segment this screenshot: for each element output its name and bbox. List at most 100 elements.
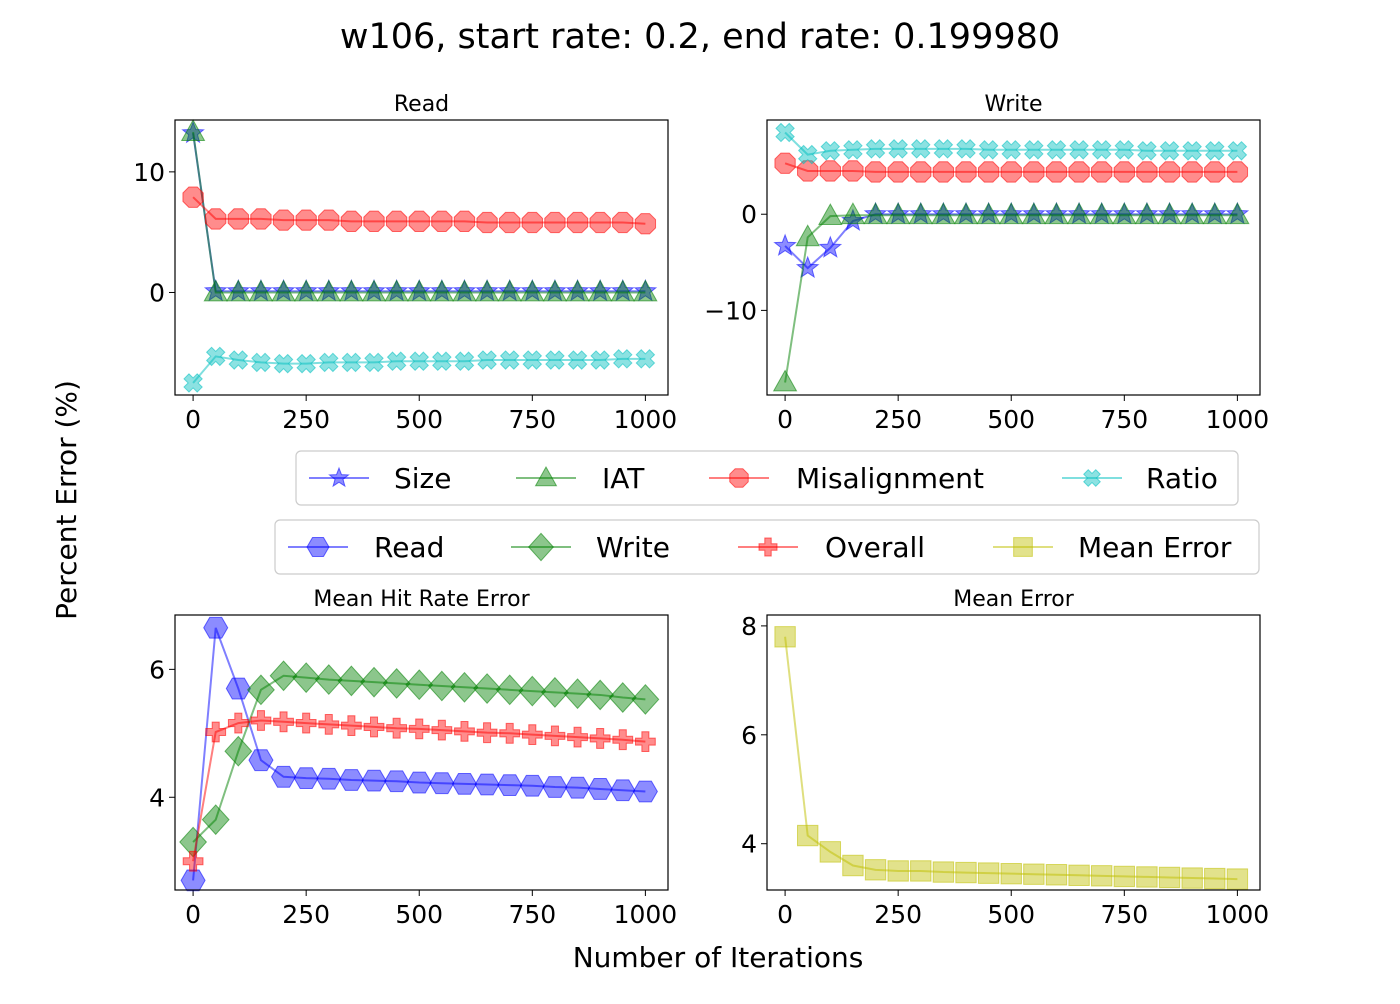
data-point: [1227, 140, 1248, 161]
data-point: [1202, 201, 1227, 225]
data-point: [294, 278, 318, 302]
series-iat: [772, 202, 1250, 392]
data-point: [520, 278, 545, 302]
data-point: [954, 201, 978, 225]
data-point: [818, 235, 843, 258]
y-tick-label: 10: [133, 158, 165, 187]
data-point: [361, 769, 387, 792]
data-point: [519, 774, 545, 797]
series-line: [192, 133, 646, 293]
data-point: [840, 202, 866, 225]
x-tick-label: 750: [1100, 405, 1148, 434]
x-tick-label: 250: [282, 900, 330, 929]
data-point: [772, 369, 798, 392]
legend-entry-misalignment: Misalignment: [709, 462, 984, 495]
data-point: [228, 350, 249, 370]
x-tick-label: 0: [185, 405, 201, 434]
x-tick-label: 0: [777, 900, 793, 929]
data-point: [819, 841, 842, 863]
axes-frame: [174, 119, 669, 396]
data-point: [1045, 161, 1068, 183]
data-point: [361, 279, 387, 302]
data-point: [226, 279, 251, 302]
series-line: [784, 162, 1238, 173]
series-iat: [180, 119, 658, 302]
data-point: [955, 161, 977, 183]
data-point: [1180, 201, 1204, 225]
plot-mean-error: Mean Error 0 250 500 750 1000 4 6 8: [741, 587, 1269, 929]
legend-marker: [534, 465, 558, 487]
data-point: [453, 210, 476, 232]
plots-layer: Read 0 250 500 750 1000 0 10 Write 0 250 500 750 1000…: [133, 92, 1269, 929]
data-point: [520, 279, 545, 302]
data-point: [908, 202, 934, 225]
data-point: [633, 278, 658, 302]
data-point: [407, 278, 432, 302]
data-point: [1068, 161, 1090, 183]
data-point: [293, 767, 319, 789]
data-point: [432, 351, 452, 372]
data-point: [408, 210, 430, 232]
data-point: [340, 210, 363, 232]
data-point: [587, 279, 613, 302]
data-point: [910, 139, 931, 159]
data-point: [586, 679, 615, 711]
data-point: [1067, 201, 1091, 225]
data-point: [931, 201, 956, 225]
data-point: [566, 211, 589, 234]
series-ratio: [183, 346, 656, 393]
data-point: [499, 211, 521, 234]
data-point: [385, 210, 408, 232]
data-point: [1136, 866, 1158, 888]
series-line: [192, 674, 646, 843]
data-point: [863, 202, 888, 225]
plot-write: Write 0 250 500 750 1000 −10 0: [704, 92, 1269, 434]
legend-label: Read: [374, 531, 444, 564]
data-point: [543, 278, 567, 302]
data-point: [977, 862, 1000, 884]
data-point: [271, 279, 296, 302]
data-point: [1091, 140, 1112, 160]
legend-entry-size: Size: [309, 462, 451, 495]
data-point: [1113, 865, 1136, 888]
y-tick-label: −10: [704, 296, 757, 325]
data-point: [1204, 140, 1225, 161]
data-point: [610, 279, 636, 302]
series-mean-error: [774, 626, 1249, 890]
data-point: [316, 278, 341, 302]
data-point: [634, 213, 657, 235]
data-point: [956, 139, 976, 159]
data-point: [384, 279, 409, 302]
series-line: [192, 131, 646, 294]
data-point: [955, 861, 977, 884]
data-point: [1091, 865, 1113, 887]
data-point: [1089, 202, 1114, 225]
data-point: [182, 850, 204, 872]
data-point: [250, 208, 272, 230]
data-point: [1046, 140, 1067, 160]
data-point: [612, 349, 633, 369]
data-point: [910, 161, 932, 183]
data-point: [477, 350, 497, 370]
data-point: [589, 211, 611, 234]
data-point: [953, 202, 979, 225]
data-point: [406, 279, 432, 302]
data-point: [495, 674, 524, 706]
data-point: [429, 772, 455, 795]
data-point: [180, 869, 206, 892]
y-tick-label: 6: [741, 721, 757, 750]
legend-entry-ratio: Ratio: [1062, 462, 1218, 495]
panel-title: Write: [984, 92, 1042, 117]
data-point: [295, 712, 317, 734]
series-line: [192, 627, 646, 881]
data-point: [774, 152, 796, 174]
data-point: [885, 202, 911, 225]
data-point: [271, 278, 296, 302]
y-tick-label: 4: [741, 830, 757, 859]
data-point: [316, 767, 342, 790]
data-point: [1179, 202, 1205, 225]
data-point: [429, 279, 455, 302]
data-point: [635, 349, 656, 369]
series-overall: [182, 710, 656, 872]
